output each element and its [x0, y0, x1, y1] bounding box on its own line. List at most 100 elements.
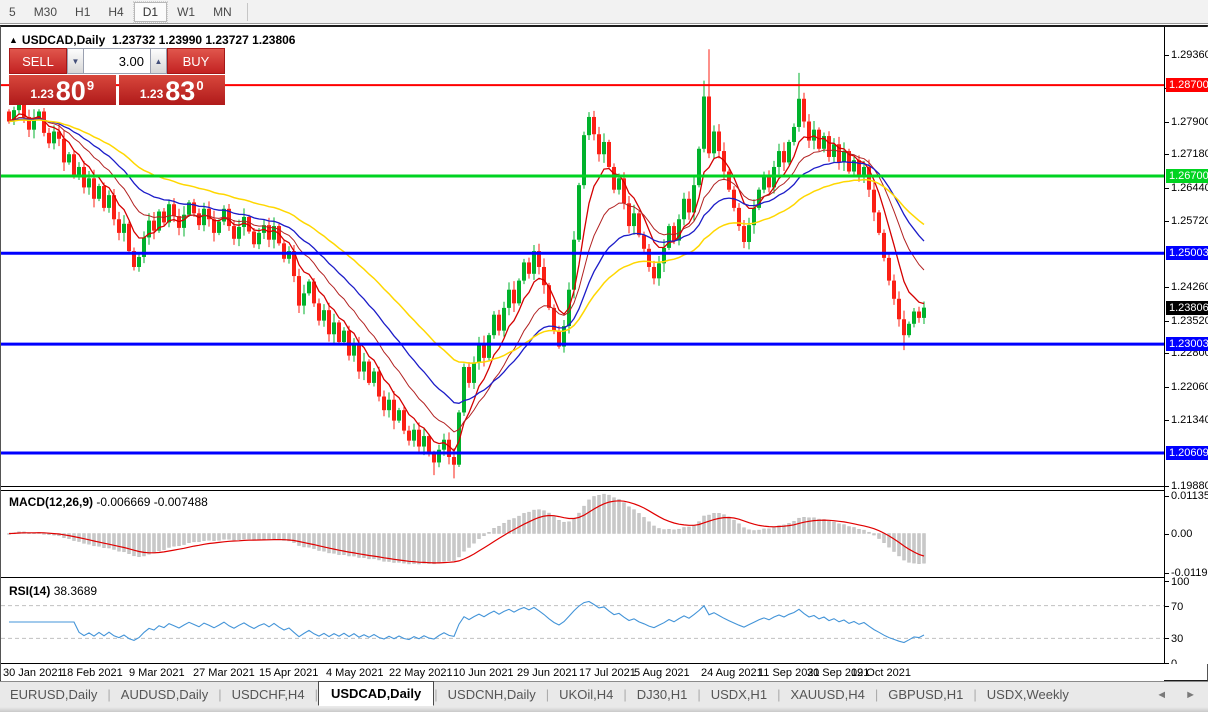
- rsi-tick-label: 30: [1171, 633, 1184, 646]
- date-tick-label: 18 Feb 2021: [61, 667, 123, 679]
- date-tick-label: 19 Oct 2021: [851, 667, 911, 679]
- macd-tick-label: -0.01190: [1171, 567, 1208, 580]
- tab-separator: |: [434, 687, 438, 702]
- tab-separator: |: [107, 687, 111, 702]
- chart-tab-usdx-h1[interactable]: USDX,H1: [710, 687, 768, 702]
- timeframe-button-w1[interactable]: W1: [177, 4, 196, 19]
- date-tick-label: 27 Mar 2021: [193, 667, 255, 679]
- date-tick-label: 10 Jun 2021: [453, 667, 514, 679]
- chart-tab-gbpusd-h1[interactable]: GBPUSD,H1: [888, 687, 964, 702]
- rsi-tick-label: 70: [1171, 600, 1184, 613]
- rsi-label: RSI(14) 38.3689: [9, 584, 97, 598]
- pane-splitter-main-macd[interactable]: [1, 486, 1208, 491]
- price-level-badge: 1.20609: [1166, 445, 1208, 460]
- date-tick-label: 9 Mar 2021: [129, 667, 185, 679]
- lot-size-input[interactable]: [84, 48, 150, 74]
- lot-increase-button[interactable]: ▲: [150, 48, 167, 74]
- current-price-badge: 1.23806: [1166, 300, 1208, 315]
- date-tick-label: 29 Jun 2021: [517, 667, 578, 679]
- chart-tab-ukoil-h4[interactable]: UKOil,H4: [559, 687, 614, 702]
- buy-price-display[interactable]: 1.23 83 0: [118, 75, 225, 106]
- price-tick-label: 1.19880: [1171, 480, 1208, 493]
- rsi-tick-label: 0: [1171, 658, 1178, 664]
- moving-average-45: [8, 119, 925, 364]
- tab-separator: |: [697, 687, 701, 702]
- rsi-value: 38.3689: [53, 584, 98, 598]
- price-axis[interactable]: 1.293601.286401.279001.271801.264401.257…: [1165, 27, 1208, 664]
- date-tick-label: 17 Jul 2021: [579, 667, 636, 679]
- tab-separator: |: [874, 687, 879, 702]
- chart-tab-usdchf-h4[interactable]: USDCHF,H4: [231, 687, 305, 702]
- date-tick-label: 30 Jan 2021: [3, 667, 64, 679]
- buy-button[interactable]: BUY: [167, 48, 225, 74]
- price-tick-label: 1.22060: [1171, 380, 1208, 393]
- sell-button[interactable]: SELL: [9, 48, 67, 74]
- price-tick-dash: [1165, 187, 1169, 189]
- buy-price-big: 83: [165, 76, 196, 106]
- tab-separator: |: [973, 687, 977, 702]
- price-tick-dash: [1165, 320, 1169, 322]
- lot-decrease-button[interactable]: ▼: [67, 48, 84, 74]
- macd-label: MACD(12,26,9) -0.006669 -0.007488: [9, 495, 208, 509]
- tab-scroll-right-icon[interactable]: ►: [1185, 688, 1196, 701]
- rsi-pane[interactable]: [1, 581, 1164, 663]
- moving-average-7: [8, 113, 925, 452]
- chart-tab-usdcnh-daily[interactable]: USDCNH,Daily: [447, 687, 536, 702]
- timeframe-button-mn[interactable]: MN: [213, 4, 232, 19]
- timeframe-button-h1[interactable]: H1: [75, 4, 91, 19]
- timeframe-button-d1[interactable]: D1: [132, 0, 169, 23]
- spin-down-icon: ▼: [71, 56, 80, 66]
- price-level-badge: 1.26700: [1166, 169, 1208, 184]
- tab-separator: |: [545, 687, 550, 702]
- date-tick-label: 5 Aug 2021: [634, 667, 690, 679]
- macd-pane[interactable]: [1, 492, 1164, 577]
- price-tick-dash: [1165, 286, 1169, 288]
- chart-tab-usdcad-daily[interactable]: USDCAD,Daily: [317, 681, 435, 706]
- rsi-tick-dash: [1165, 581, 1169, 582]
- price-tick-dash: [1165, 220, 1169, 222]
- rsi-tick-dash: [1165, 605, 1169, 607]
- macd-name: MACD(12,26,9): [9, 495, 94, 509]
- chart-tab-audusd-daily[interactable]: AUDUSD,Daily: [120, 687, 209, 702]
- price-tick-label: 1.27180: [1171, 148, 1208, 161]
- macd-tick-label: 0.00: [1171, 527, 1193, 540]
- date-tick-label: 11 Sep 2021: [758, 667, 820, 679]
- rsi-name: RSI(14): [9, 584, 51, 598]
- chart-tab-usdx-weekly[interactable]: USDX,Weekly: [986, 687, 1069, 702]
- timeframe-button-m30[interactable]: M30: [33, 4, 58, 19]
- price-tick-label: 1.21340: [1171, 413, 1208, 426]
- price-tick-label: 1.27900: [1171, 115, 1208, 128]
- chart-tab-xauusd-h4[interactable]: XAUUSD,H4: [790, 687, 865, 702]
- tab-separator: |: [777, 687, 781, 702]
- price-tick-label: 1.24260: [1171, 280, 1208, 293]
- date-tick-label: 24 Aug 2021: [701, 667, 763, 679]
- price-tick-label: 1.25720: [1171, 214, 1208, 227]
- macd-tick-label: 0.01135: [1171, 489, 1208, 502]
- price-level-badge: 1.28700: [1166, 78, 1208, 93]
- timeframe-toolbar: 5 M30 H1 H4 D1 W1 MN: [0, 0, 1208, 24]
- sell-price-big: 80: [55, 76, 86, 106]
- date-axis[interactable]: 30 Jan 2021 18 Feb 2021 9 Mar 2021 27 Mar 2…: [1, 664, 1164, 682]
- price-level-badge: 1.25003: [1166, 246, 1208, 261]
- moving-average-15: [8, 117, 925, 433]
- sell-price-display[interactable]: 1.23 80 9: [9, 75, 116, 105]
- price-tick-label: 1.26440: [1171, 181, 1208, 194]
- macd-values: -0.006669 -0.007488: [96, 495, 208, 509]
- collapse-triangle-icon[interactable]: ▲: [9, 35, 18, 45]
- chart-tab-eurusd-daily[interactable]: EURUSD,Daily: [10, 687, 98, 702]
- rsi-tick-dash: [1165, 638, 1169, 640]
- price-tick-label: 1.29360: [1171, 49, 1208, 62]
- tab-scroll-left-icon[interactable]: ◄: [1156, 688, 1168, 701]
- tab-separator: |: [314, 687, 318, 702]
- price-tick-dash: [1165, 55, 1169, 57]
- macd-tick-dash: [1165, 495, 1169, 497]
- timeframe-button-5[interactable]: 5: [9, 4, 16, 19]
- chart-title: ▲ USDCAD,Daily 1.23732 1.23990 1.23727 1.…: [9, 33, 295, 47]
- chart-ohlc-values: 1.23732 1.23990 1.23727 1.23806: [111, 33, 296, 47]
- chart-tab-dj30-h1[interactable]: DJ30,H1: [636, 687, 688, 702]
- price-tick-dash: [1165, 353, 1169, 355]
- price-tick-dash: [1165, 386, 1169, 388]
- timeframe-button-h4[interactable]: H4: [108, 4, 124, 19]
- rsi-tick-dash: [1165, 663, 1169, 664]
- price-axis-border: [1164, 27, 1165, 664]
